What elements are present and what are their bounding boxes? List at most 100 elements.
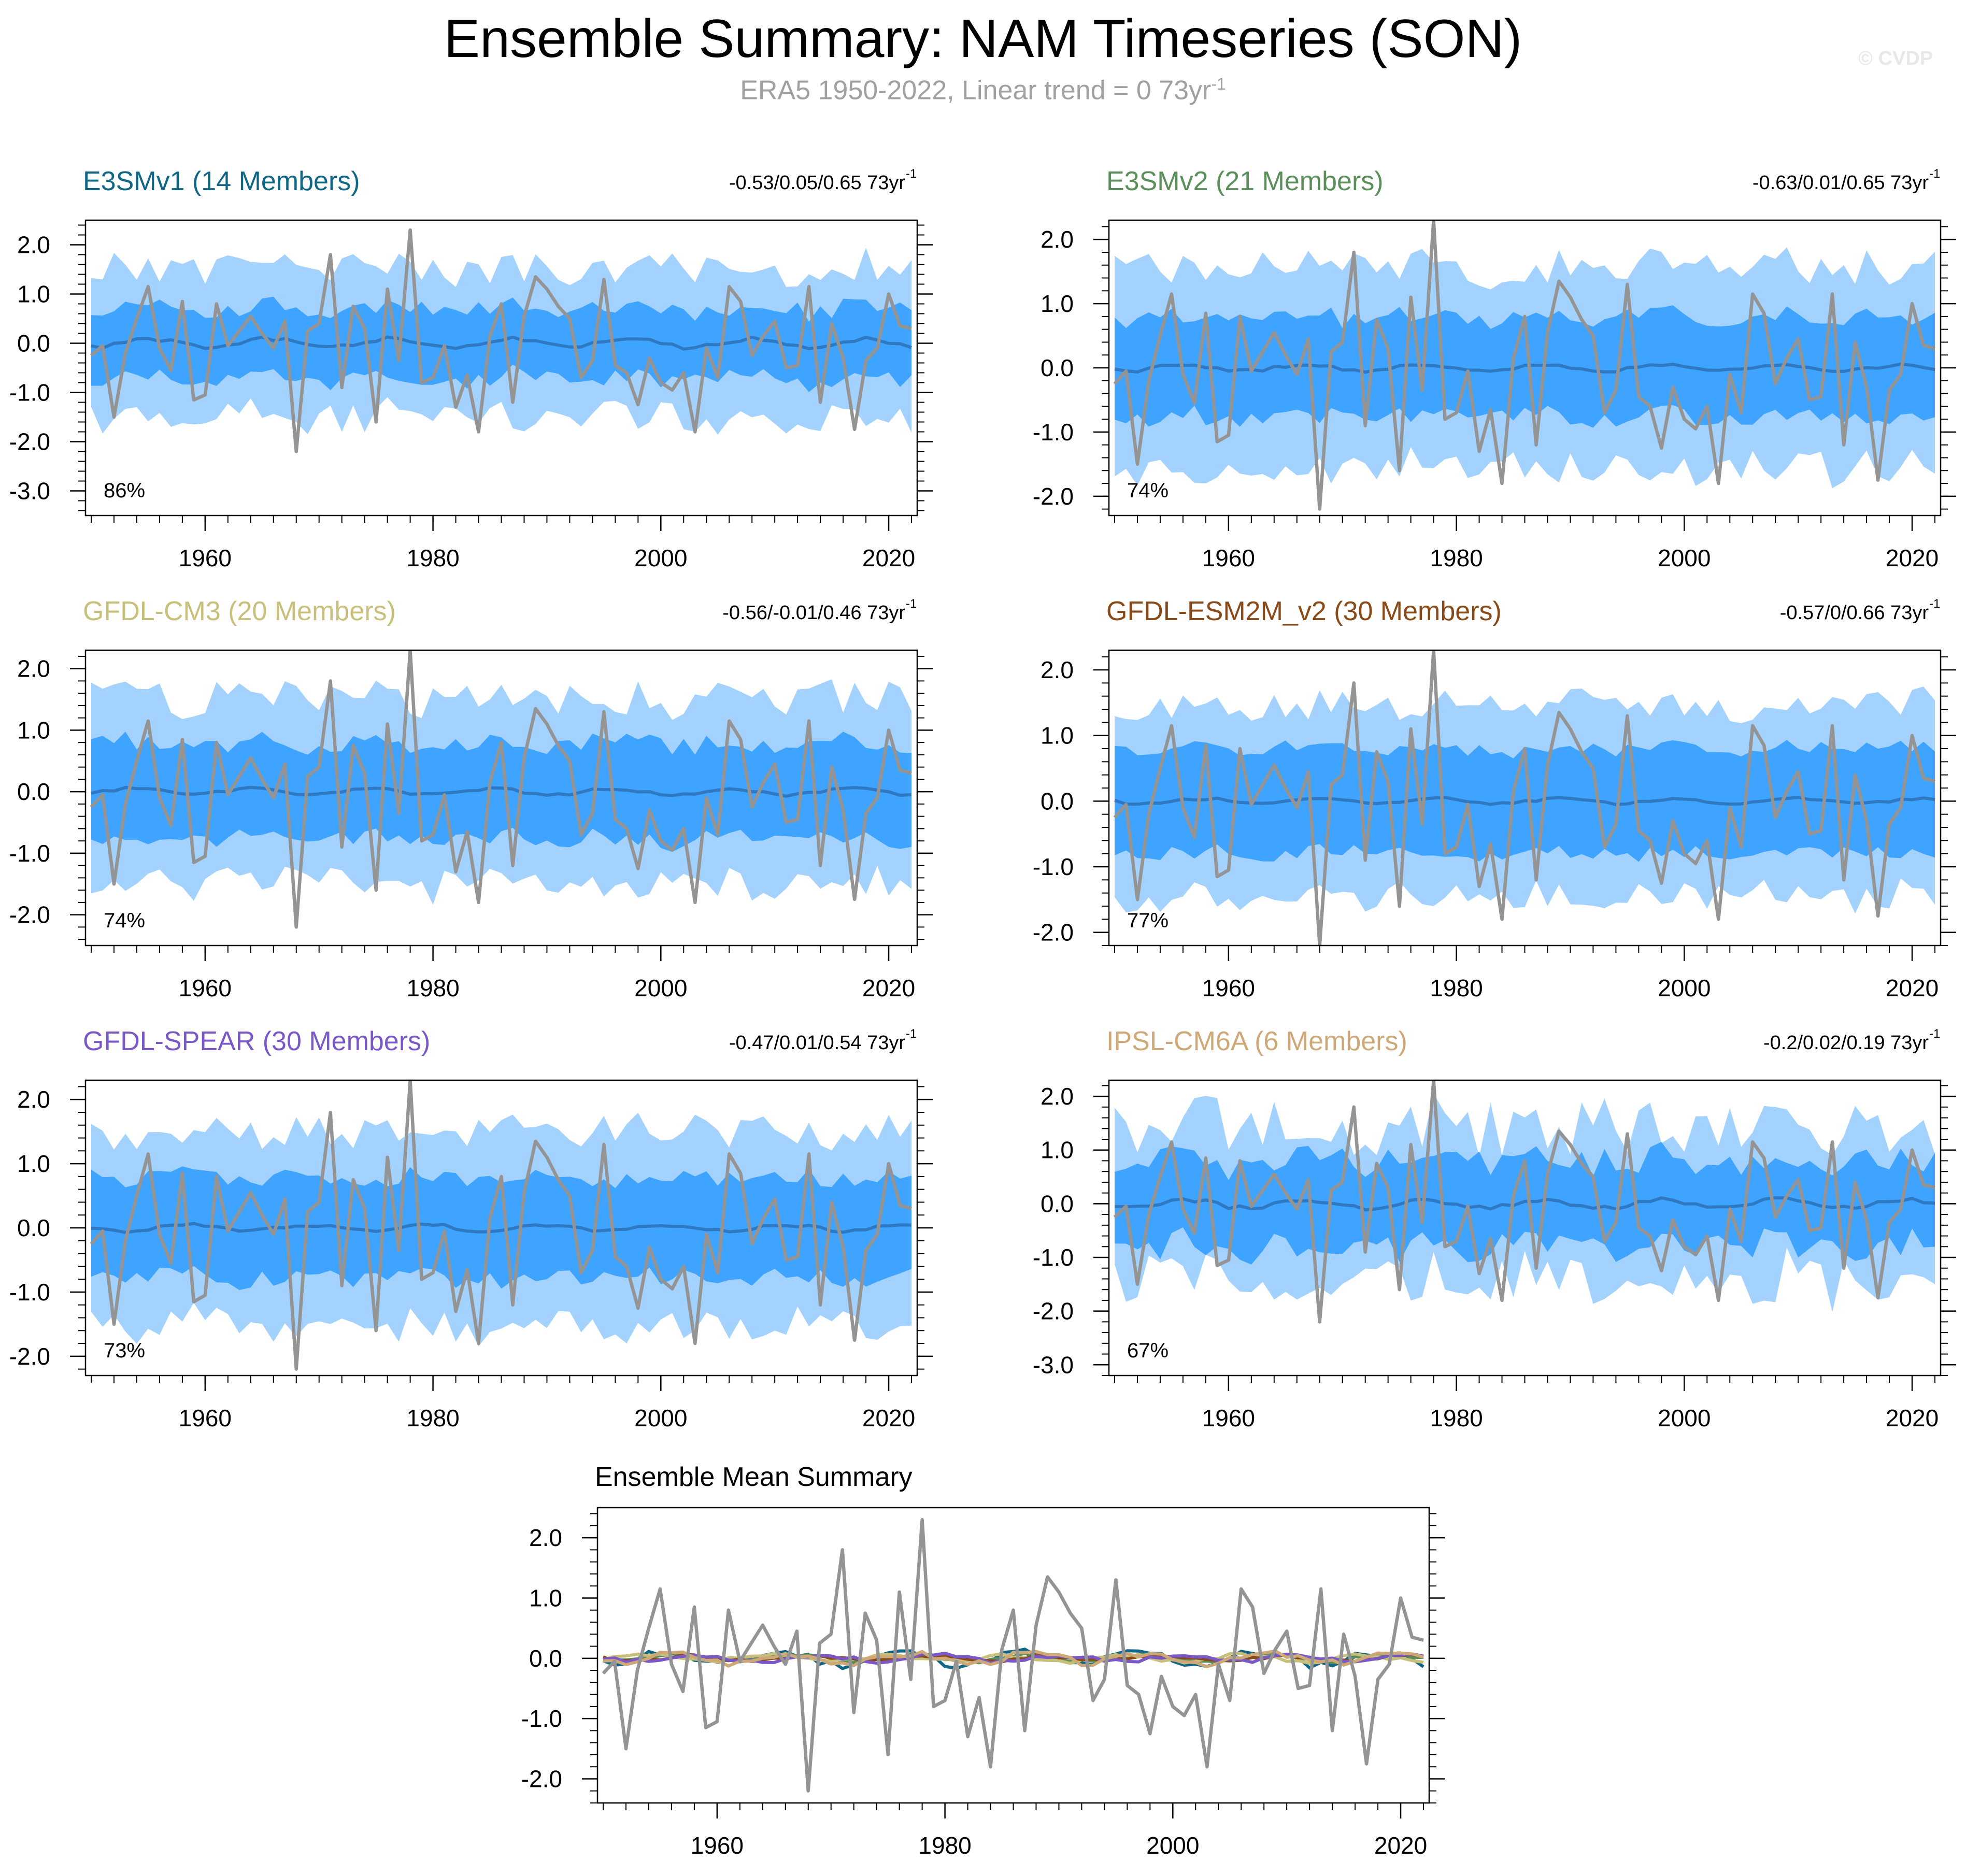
trend-label: -0.53/0.05/0.65 73yr (729, 172, 905, 194)
inner-percentile-band (1115, 1142, 1935, 1265)
plot-area (1113, 650, 1935, 946)
x-tick-label: 2020 (1886, 545, 1939, 571)
inner-percentile-band (91, 1166, 911, 1290)
plot-area (90, 650, 912, 929)
y-tick-label: 2.0 (17, 232, 50, 259)
x-tick-label: 2000 (634, 975, 687, 1001)
y-tick-label: -1.0 (1033, 419, 1074, 446)
y-tick-label: 1.0 (17, 1150, 50, 1177)
trend-label-superscript: -1 (1929, 597, 1940, 611)
trend-label: -0.2/0.02/0.19 73yr (1763, 1032, 1929, 1054)
y-tick-label: 1.0 (17, 281, 50, 308)
y-tick-label: 2.0 (529, 1524, 562, 1551)
x-tick-label: 2020 (1374, 1832, 1427, 1859)
y-tick-label: 2.0 (17, 655, 50, 682)
y-tick-label: -1.0 (1033, 1244, 1074, 1271)
y-tick-label: 1.0 (1041, 290, 1074, 317)
figure-subtitle: ERA5 1950-2022, Linear trend = 0 73yr-1 (0, 75, 1966, 106)
observation-line (1113, 220, 1935, 511)
y-tick-label: -2.0 (9, 428, 50, 455)
y-tick-label: 2.0 (1041, 656, 1074, 683)
y-tick-label: 0.0 (17, 1214, 50, 1241)
observation-line (1113, 1080, 1935, 1324)
y-tick-label: -2.0 (1033, 919, 1074, 946)
y-tick-label: -2.0 (9, 1343, 50, 1370)
x-tick-label: 2000 (634, 545, 687, 571)
x-tick-label: 2020 (1886, 975, 1939, 1001)
subtitle-superscript: -1 (1211, 75, 1226, 93)
chart-panel-ipsl-cm6a: -3.0 -2.0 -1.0 0.0 1.0 2.0 1960 1980 2000 2020 IPS… (1033, 1026, 1956, 1431)
ensemble-mean-line (1114, 1196, 1935, 1212)
y-tick-label: 1.0 (529, 1584, 562, 1611)
y-tick-label: -1.0 (1033, 853, 1074, 880)
y-tick-label: 0.0 (1041, 354, 1074, 381)
trend-label: -0.47/0.01/0.54 73yr (729, 1032, 905, 1054)
observation-line (90, 228, 912, 453)
y-tick-label: -3.0 (1033, 1351, 1074, 1378)
y-tick-label: -1.0 (9, 379, 50, 406)
x-tick-label: 1960 (1202, 545, 1255, 571)
panel-title: IPSL-CM6A (6 Members) (1106, 1026, 1407, 1056)
x-tick-label: 2000 (634, 1405, 687, 1431)
x-tick-label: 2020 (1886, 1405, 1939, 1431)
y-tick-label: 0.0 (1041, 1190, 1074, 1217)
x-tick-label: 1960 (179, 545, 232, 571)
percent-label: 74% (104, 909, 145, 932)
observation-line (90, 1080, 912, 1371)
x-tick-label: 1960 (179, 1405, 232, 1431)
inner-percentile-band (91, 296, 911, 392)
panel-title: E3SMv1 (14 Members) (83, 166, 360, 196)
cvdp-credit-watermark: © CVDP (1858, 48, 1933, 69)
plot-area (90, 1080, 912, 1371)
x-tick-label: 2000 (1658, 1405, 1711, 1431)
x-tick-label: 2020 (862, 545, 915, 571)
x-tick-label: 2020 (862, 1405, 915, 1431)
y-tick-label: -1.0 (9, 840, 50, 867)
observation-line (602, 1518, 1424, 1793)
panel-title: Ensemble Mean Summary (595, 1462, 913, 1492)
x-tick-label: 1960 (1202, 1405, 1255, 1431)
x-tick-label: 1980 (1430, 1405, 1483, 1431)
y-tick-label: -3.0 (9, 478, 50, 505)
plot-area (602, 1518, 1424, 1793)
x-tick-label: 1980 (1430, 545, 1483, 571)
panel-title: E3SMv2 (21 Members) (1106, 166, 1384, 196)
y-tick-label: -2.0 (521, 1765, 562, 1792)
y-tick-label: -2.0 (1033, 1298, 1074, 1325)
plot-area (1113, 1080, 1935, 1324)
x-tick-label: 1960 (691, 1832, 744, 1859)
chart-panel-gfdl-cm3: -2.0 -1.0 0.0 1.0 2.0 1960 1980 2000 2020 GFDL-CM… (9, 596, 933, 1001)
y-tick-label: 0.0 (529, 1645, 562, 1672)
y-tick-label: 0.0 (17, 778, 50, 805)
x-tick-label: 1980 (406, 975, 459, 1001)
panel-title: GFDL-SPEAR (30 Members) (83, 1026, 430, 1056)
chart-panel-gfdl-spear: -2.0 -1.0 0.0 1.0 2.0 1960 1980 2000 2020 GFDL-SP… (9, 1026, 933, 1431)
chart-panel-e3smv1: -3.0 -2.0 -1.0 0.0 1.0 2.0 1960 1980 2000 2020 E3S… (9, 166, 933, 571)
y-tick-label: 2.0 (1041, 1083, 1074, 1110)
y-tick-label: -1.0 (521, 1705, 562, 1732)
x-tick-label: 1960 (179, 975, 232, 1001)
trend-label-superscript: -1 (1929, 1027, 1940, 1041)
x-tick-label: 1980 (406, 1405, 459, 1431)
percent-label: 77% (1127, 909, 1169, 932)
trend-label: -0.56/-0.01/0.46 73yr (722, 602, 905, 624)
y-tick-label: 0.0 (1041, 787, 1074, 814)
x-tick-label: 2000 (1658, 545, 1711, 571)
panel-title: GFDL-ESM2M_v2 (30 Members) (1106, 596, 1502, 626)
observation-line (90, 650, 912, 929)
trend-label-superscript: -1 (906, 597, 917, 611)
trend-label-superscript: -1 (1929, 167, 1940, 181)
observation-line (1113, 650, 1935, 946)
panel-title: GFDL-CM3 (20 Members) (83, 596, 396, 626)
y-tick-label: -2.0 (9, 901, 50, 928)
y-tick-label: 0.0 (17, 330, 50, 357)
chart-panel-ensemble-mean-summary: -2.0 -1.0 0.0 1.0 2.0 1960 1980 2000 2020 Ensembl… (521, 1462, 1445, 1859)
x-tick-label: 2000 (1146, 1832, 1199, 1859)
inner-percentile-band (91, 732, 911, 852)
y-tick-label: 2.0 (1041, 226, 1074, 253)
x-tick-label: 2020 (862, 975, 915, 1001)
y-tick-label: -2.0 (1033, 483, 1074, 510)
plot-area (1113, 220, 1935, 511)
chart-panel-e3smv2: -2.0 -1.0 0.0 1.0 2.0 1960 1980 2000 2020 E3SMv2 … (1033, 166, 1956, 571)
